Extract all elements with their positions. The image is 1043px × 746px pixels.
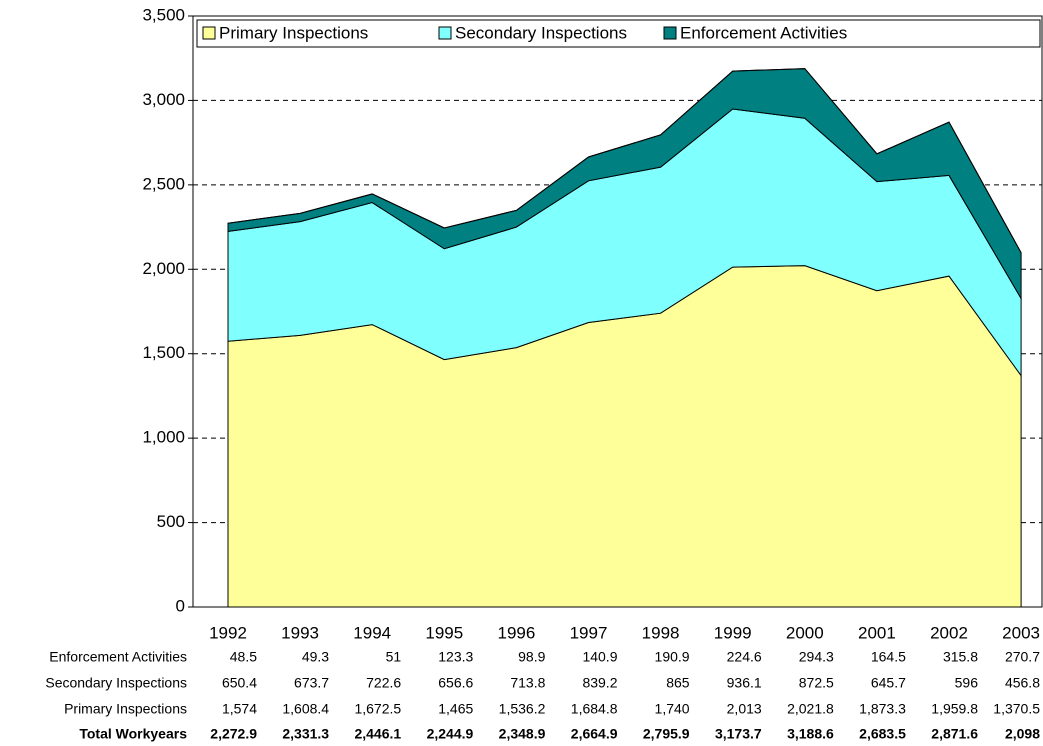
table-row-label: Primary Inspections (64, 701, 187, 717)
table-cell: 650.4 (222, 675, 257, 691)
y-tick-label: 1,500 (142, 343, 185, 362)
table-cell: 3,188.6 (787, 726, 834, 742)
table-cell: 1,574 (222, 701, 257, 717)
table-cell: 224.6 (727, 649, 762, 665)
table-cell: 2,013 (727, 701, 762, 717)
y-tick-label: 1,000 (142, 428, 185, 447)
table-cell: 49.3 (302, 649, 329, 665)
table-row-label: Total Workyears (79, 726, 187, 742)
table-cell: 2,244.9 (427, 726, 474, 742)
table-cell: 164.5 (871, 649, 906, 665)
table-cell: 2,871.6 (931, 726, 978, 742)
table-cell: 872.5 (799, 675, 834, 691)
table-cell: 839.2 (582, 675, 617, 691)
x-tick-label: 1995 (425, 623, 463, 642)
table-cell: 2,331.3 (282, 726, 329, 742)
legend-box (196, 19, 1041, 48)
table-cell: 2,795.9 (643, 726, 690, 742)
table-cell: 2,272.9 (210, 726, 257, 742)
y-tick-label: 500 (157, 512, 185, 531)
table-cell: 1,873.3 (859, 701, 906, 717)
table-cell: 1,465 (438, 701, 473, 717)
legend-label: Enforcement Activities (680, 23, 847, 42)
table-cell: 656.6 (438, 675, 473, 691)
table-cell: 1,959.8 (931, 701, 978, 717)
table-cell: 48.5 (230, 649, 257, 665)
x-tick-label: 1993 (281, 623, 319, 642)
table-cell: 315.8 (943, 649, 978, 665)
legend-swatch (202, 26, 216, 40)
table-cell: 1,684.8 (571, 701, 618, 717)
table-cell: 98.9 (518, 649, 545, 665)
table-cell: 1,536.2 (499, 701, 546, 717)
y-tick-label: 0 (176, 596, 185, 615)
y-tick-label: 3,500 (142, 5, 185, 24)
x-tick-label: 1997 (570, 623, 608, 642)
legend-swatch (663, 26, 677, 40)
y-tick-label: 2,000 (142, 259, 185, 278)
table-row-label: Enforcement Activities (49, 649, 187, 665)
table-cell: 2,664.9 (571, 726, 618, 742)
x-tick-label: 1994 (353, 623, 391, 642)
table-cell: 713.8 (510, 675, 545, 691)
table-cell: 865 (666, 675, 690, 691)
x-tick-label: 2003 (1002, 623, 1040, 642)
table-cell: 3,173.7 (715, 726, 762, 742)
y-tick-label: 2,500 (142, 174, 185, 193)
total-outline (227, 68, 1022, 253)
x-tick-label: 1999 (714, 623, 752, 642)
table-cell: 1,740 (655, 701, 690, 717)
table-cell: 190.9 (655, 649, 690, 665)
table-cell: 51 (386, 649, 402, 665)
table-cell: 645.7 (871, 675, 906, 691)
table-cell: 140.9 (582, 649, 617, 665)
table-cell: 673.7 (294, 675, 329, 691)
table-cell: 2,021.8 (787, 701, 834, 717)
x-tick-label: 2000 (786, 623, 824, 642)
legend-label: Primary Inspections (219, 23, 368, 42)
table-cell: 1,370.5 (993, 701, 1040, 717)
table-row-label: Secondary Inspections (45, 675, 187, 691)
table-cell: 270.7 (1005, 649, 1040, 665)
table-cell: 596 (955, 675, 979, 691)
x-tick-label: 1998 (642, 623, 680, 642)
table-cell: 2,446.1 (354, 726, 401, 742)
x-tick-label: 1996 (497, 623, 535, 642)
table-cell: 2,683.5 (859, 726, 906, 742)
table-cell: 456.8 (1005, 675, 1040, 691)
plot-frame (192, 15, 1043, 608)
legend-label: Secondary Inspections (455, 23, 627, 42)
table-cell: 123.3 (438, 649, 473, 665)
table-cell: 1,608.4 (282, 701, 329, 717)
x-tick-label: 1992 (209, 623, 247, 642)
x-tick-label: 2001 (858, 623, 896, 642)
table-cell: 1,672.5 (354, 701, 401, 717)
y-tick-label: 3,000 (142, 90, 185, 109)
table-cell: 936.1 (727, 675, 762, 691)
table-cell: 722.6 (366, 675, 401, 691)
legend-swatch (438, 26, 452, 40)
table-cell: 2,348.9 (499, 726, 546, 742)
table-cell: 294.3 (799, 649, 834, 665)
table-cell: 2,098 (1005, 726, 1040, 742)
x-tick-label: 2002 (930, 623, 968, 642)
